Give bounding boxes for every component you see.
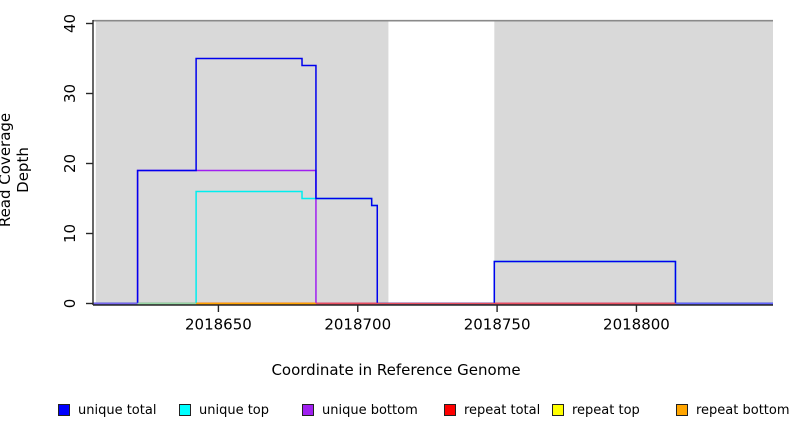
legend-item-unique-total: unique total (58, 400, 156, 420)
legend-label: unique total (78, 402, 157, 418)
unique-bottom-swatch-icon (302, 404, 314, 416)
x-tick-label: 2018750 (464, 316, 531, 334)
y-tick-label: 20 (61, 154, 79, 173)
x-axis-title: Coordinate in Reference Genome (271, 361, 521, 379)
y-tick-label: 40 (61, 14, 79, 33)
legend-item-unique-bottom: unique bottom (302, 400, 418, 420)
legend-item-unique-top: unique top (179, 400, 269, 420)
legend-label: repeat bottom (696, 402, 790, 418)
x-tick-label: 2018700 (324, 316, 391, 334)
series-unique-total (93, 57, 773, 305)
legend-label: repeat top (572, 402, 640, 418)
y-axis-title: Read Coverage Depth (0, 112, 32, 228)
legend: unique total unique top unique bottom re… (0, 400, 792, 424)
y-tick-label: 30 (61, 84, 79, 103)
legend-label: unique top (199, 402, 270, 418)
repeat-top-swatch-icon (552, 404, 564, 416)
legend-item-repeat-top: repeat top (552, 400, 640, 420)
shaded-region (494, 20, 773, 304)
unique-top-swatch-icon (179, 404, 191, 416)
shaded-region (95, 20, 389, 304)
legend-label: repeat total (464, 402, 541, 418)
repeat-bottom-swatch-icon (676, 404, 688, 416)
legend-item-repeat-bottom: repeat bottom (676, 400, 790, 420)
unique-total-swatch-icon (58, 404, 70, 416)
x-tick-label: 2018800 (603, 316, 670, 334)
x-tick-label: 2018650 (185, 316, 252, 334)
legend-item-repeat-total: repeat total (444, 400, 540, 420)
repeat-total-swatch-icon (444, 404, 456, 416)
y-tick-label: 0 (61, 299, 79, 309)
y-tick-label: 10 (61, 224, 79, 243)
legend-label: unique bottom (322, 402, 418, 418)
